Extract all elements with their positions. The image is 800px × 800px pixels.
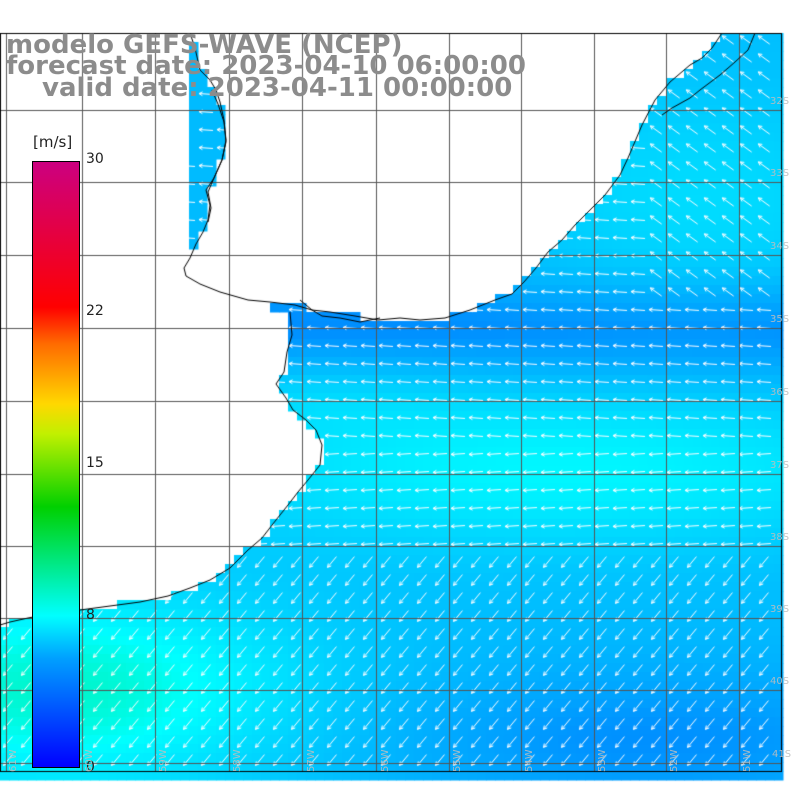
lon-label: 58W bbox=[232, 749, 243, 772]
lon-label: 59W bbox=[158, 749, 169, 772]
lon-label: 52W bbox=[669, 749, 680, 772]
lat-label: 35S bbox=[770, 314, 790, 325]
lon-label: 55W bbox=[452, 749, 463, 772]
lat-label: 40S bbox=[770, 676, 790, 687]
colorbar-tick-15: 15 bbox=[86, 455, 104, 471]
lon-label: 51W bbox=[742, 749, 753, 772]
lat-label: 37S bbox=[770, 460, 790, 471]
valid-date: valid date: 2023-04-11 00:00:00 bbox=[42, 73, 513, 103]
forecast-date: forecast date: 2023-04-10 06:00:00 bbox=[6, 51, 526, 81]
lat-label: 38S bbox=[770, 532, 790, 543]
colorbar bbox=[32, 161, 80, 768]
lat-label: 32S bbox=[770, 96, 790, 107]
lat-label: 33S bbox=[770, 168, 790, 179]
lon-label: 53W bbox=[597, 749, 608, 772]
model-title: modelo GEFS-WAVE (NCEP) bbox=[6, 30, 403, 60]
lon-label: 57W bbox=[306, 749, 317, 772]
lat-label: 41S bbox=[772, 749, 792, 760]
colorbar-tick-22: 22 bbox=[86, 303, 104, 319]
colorbar-tick-0: 0 bbox=[86, 759, 95, 775]
colorbar-tick-8: 8 bbox=[86, 607, 95, 623]
lon-label: 54W bbox=[524, 749, 535, 772]
lon-label: 61W bbox=[8, 749, 19, 772]
colorbar-tick-30: 30 bbox=[86, 151, 104, 167]
lon-label: 56W bbox=[380, 749, 391, 772]
lat-label: 39S bbox=[770, 604, 790, 615]
lat-label: 34S bbox=[770, 241, 790, 252]
colorbar-unit: [m/s] bbox=[33, 133, 73, 151]
lon-label: 60W bbox=[84, 749, 95, 772]
lat-label: 36S bbox=[770, 387, 790, 398]
